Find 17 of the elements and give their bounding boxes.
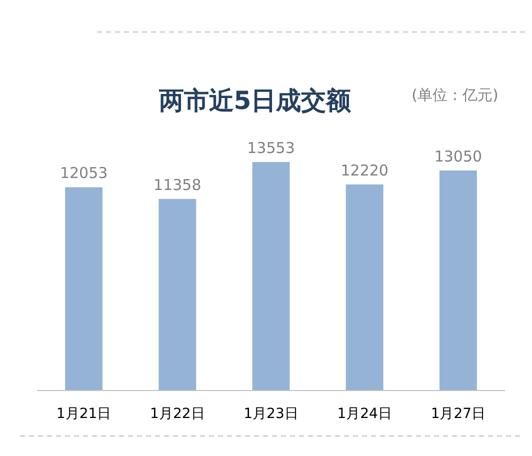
- data-label: 11358: [154, 176, 202, 194]
- bar: [346, 184, 384, 390]
- data-label: 13050: [434, 147, 482, 166]
- bar: [439, 170, 477, 390]
- data-label: 13553: [247, 139, 295, 157]
- x-tick-label: 1月27日: [430, 406, 486, 422]
- bar: [65, 187, 103, 390]
- chart-title: 两市近5日成交额: [158, 86, 352, 115]
- x-tick-label: 1月22日: [150, 406, 205, 422]
- data-label: 12053: [60, 164, 108, 182]
- bar: [158, 198, 196, 390]
- data-label: 12220: [340, 161, 388, 180]
- chart-subtitle: (单位：亿元): [412, 86, 498, 104]
- x-tick-label: 1月24日: [337, 406, 392, 422]
- x-tick-label: 1月23日: [244, 406, 298, 422]
- x-tick-label: 1月21日: [56, 406, 112, 422]
- bar: [252, 162, 290, 390]
